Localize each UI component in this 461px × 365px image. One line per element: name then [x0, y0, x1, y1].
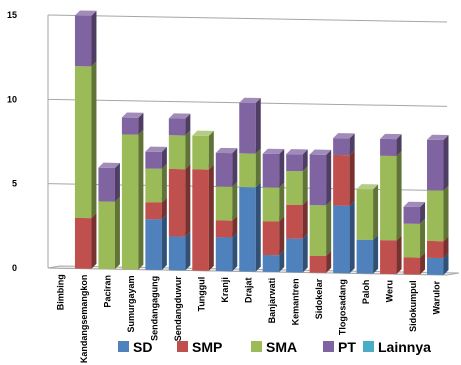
y-tick-label-15: 15: [7, 10, 17, 20]
bar-segment-sd-sendangagung: [145, 214, 167, 270]
legend-label: SD: [133, 339, 152, 355]
legend-swatch: [118, 341, 129, 352]
bar-segment-pt-paciran: [98, 162, 120, 202]
bar-segment-smp-tlogosadang: [333, 149, 355, 206]
bar-segment-smp-sendangduwur: [168, 163, 191, 237]
x-category-label: Banjarwati: [267, 278, 277, 324]
bar-segment-sma-kandangsemangkon: [74, 61, 97, 219]
x-axis-category-labels: Bimbing Kandangsemangkon Paciran Sumurgayam…: [56, 274, 442, 363]
x-category-label: Sendangduwur: [173, 276, 183, 341]
x-category-label: Kranji: [220, 277, 230, 303]
x-category-label: Warulor: [431, 280, 441, 314]
bar-segment-sma-sendangagung: [145, 163, 167, 203]
bar-segment-smp-tunggul: [192, 164, 214, 271]
legend-label: PT: [338, 339, 356, 355]
bar-segment-pt-sidokumpul: [403, 201, 426, 224]
legend-swatch: [363, 341, 374, 352]
gridline-15: [47, 14, 448, 23]
bar-segment-sma-kranji: [215, 181, 238, 221]
y-tick-label-5: 5: [12, 179, 17, 189]
bar-segment-sma-sendangduwur: [168, 130, 191, 170]
y-axis-tick-labels: 0 5 10 15: [7, 10, 17, 273]
x-category-label: Tlogosadang: [337, 279, 347, 335]
bar-segment-smp-kandangsemangkon: [74, 212, 97, 269]
bar-segment-sma-warulor: [427, 185, 449, 242]
bar-segment-sma-sidokelar: [309, 200, 332, 257]
legend-label: SMA: [266, 339, 297, 355]
bar-segment-sd-sendangduwur: [168, 231, 191, 271]
bar-segment-sma-drajat: [239, 148, 261, 188]
bar-segment-sd-kranji: [215, 232, 238, 272]
x-category-label: Drajat: [244, 278, 254, 304]
x-category-label: Sendangagung: [150, 276, 160, 341]
bar-segment-smp-weru: [380, 235, 402, 275]
bar-segment-pt-weru: [380, 133, 402, 157]
y-tick-label-0: 0: [12, 263, 17, 273]
bar-segment-smp-banjarwati: [262, 216, 285, 256]
legend-item-sma: SMA: [251, 339, 297, 355]
legend-item-sd: SD: [118, 339, 152, 355]
bar-segment-sma-tunggul: [192, 130, 214, 170]
bars-layer: [74, 10, 449, 275]
bar-segment-sma-paloh: [356, 184, 379, 240]
bar-segment-sma-kemantren: [286, 165, 308, 206]
legend-item-lainnya: Lainnya: [363, 339, 431, 355]
x-category-label: Kandangsemangkon: [79, 275, 89, 364]
bar-segment-pt-tlogosadang: [333, 133, 355, 156]
x-category-label: Paloh: [361, 280, 371, 305]
bar-segment-sma-banjarwati: [262, 182, 285, 222]
bar-segment-pt-sendangagung: [145, 146, 167, 169]
legend-item-pt: PT: [323, 339, 356, 355]
bar-segment-sma-sidokumpul: [403, 218, 426, 258]
bar-segment-pt-banjarwati: [262, 148, 285, 188]
bar-segment-smp-kemantren: [286, 199, 308, 239]
bar-segment-pt-drajat: [239, 97, 261, 154]
legend-swatch: [251, 341, 262, 352]
legend-swatch: [323, 341, 334, 352]
x-category-label: Paciran: [103, 275, 113, 308]
x-category-label: Sidokelar: [314, 278, 324, 319]
legend-item-smp: SMP: [177, 339, 222, 355]
bar-segment-pt-kranji: [215, 147, 238, 187]
bar-segment-sma-paciran: [98, 196, 120, 270]
bar-segment-sma-weru: [380, 150, 402, 241]
x-category-label: Sidokumpul: [408, 280, 418, 332]
legend-swatch: [177, 341, 188, 352]
x-category-label: Tunggul: [197, 277, 207, 312]
x-category-label: Sumurgayam: [126, 275, 136, 332]
bar-segment-pt-sumurgayam: [121, 112, 144, 135]
y-tick-label-10: 10: [7, 94, 17, 104]
bar-segment-sd-drajat: [239, 182, 261, 272]
bar-segment-sd-tlogosadang: [333, 200, 355, 274]
bar-segment-pt-warulor: [427, 134, 449, 191]
bar-segment-sma-sumurgayam: [121, 129, 144, 270]
bar-segment-pt-kandangsemangkon: [74, 10, 97, 67]
x-category-label: Kemantren: [290, 278, 300, 325]
x-category-label: Bimbing: [56, 274, 66, 310]
bar-segment-sd-kemantren: [286, 233, 308, 273]
bar-segment-pt-sendangduwur: [168, 113, 191, 136]
legend: SD SMP SMA PT Lainnya: [118, 339, 431, 355]
legend-label: SMP: [192, 339, 222, 355]
bar-segment-pt-kemantren: [286, 149, 308, 172]
legend-label: Lainnya: [378, 339, 431, 355]
x-category-label: Weru: [384, 280, 394, 302]
bar-segment-pt-sidokelar: [309, 149, 332, 206]
bar-segment-sd-paloh: [356, 234, 379, 274]
